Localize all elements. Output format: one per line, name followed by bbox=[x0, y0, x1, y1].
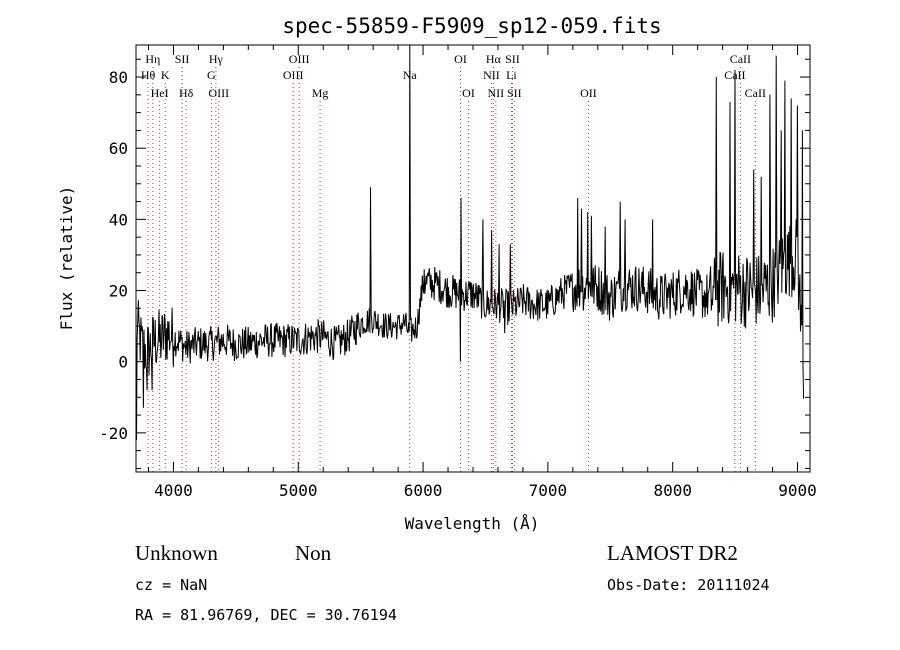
spectral-line-label: Hγ bbox=[209, 52, 224, 66]
spectral-line-label: CaII bbox=[730, 52, 751, 66]
spectral-line-label: Hα bbox=[486, 52, 502, 66]
x-axis-label: Wavelength (Å) bbox=[405, 514, 540, 533]
spectral-line-label: OI bbox=[454, 52, 467, 66]
spectral-line-label: OIII bbox=[208, 86, 229, 100]
spectral-line-label: G bbox=[207, 68, 216, 82]
spectral-line-label: NII bbox=[483, 68, 500, 82]
spectral-line-label: Mg bbox=[312, 86, 329, 100]
y-tick-label: 80 bbox=[109, 68, 128, 87]
spectral-line-label: CaII bbox=[745, 86, 766, 100]
x-tick-label: 9000 bbox=[778, 481, 817, 500]
spectral-line-label: OII bbox=[580, 86, 597, 100]
y-tick-label: 60 bbox=[109, 139, 128, 158]
spectral-line-label: OIII bbox=[283, 68, 304, 82]
redshift-cz: cz = NaN bbox=[135, 576, 207, 594]
object-subclass: Non bbox=[295, 541, 332, 565]
y-tick-label: 0 bbox=[118, 353, 128, 372]
y-axis: -20 0 20 40 60 80 bbox=[99, 58, 810, 469]
spectral-line-markers bbox=[147, 67, 756, 472]
x-tick-label: 6000 bbox=[404, 481, 443, 500]
spectral-line-label: HeI bbox=[151, 86, 169, 100]
spectral-line-label: Hθ bbox=[141, 68, 156, 82]
x-tick-label: 7000 bbox=[529, 481, 568, 500]
chart-title: spec-55859-F5909_sp12-059.fits bbox=[282, 14, 661, 38]
y-axis-label: Flux (relative) bbox=[57, 186, 76, 331]
x-axis: 4000 5000 6000 7000 8000 9000 bbox=[147, 45, 817, 500]
spectral-line-label: SII bbox=[175, 52, 190, 66]
spectral-line-label: Hδ bbox=[179, 86, 194, 100]
spectral-line-label: NII bbox=[488, 86, 505, 100]
x-tick-label: 8000 bbox=[653, 481, 692, 500]
plot-frame bbox=[135, 44, 811, 473]
y-tick-label: 20 bbox=[109, 282, 128, 301]
y-tick-label: 40 bbox=[109, 210, 128, 229]
spectral-line-label: K bbox=[161, 68, 170, 82]
coordinates: RA = 81.96769, DEC = 30.76194 bbox=[135, 606, 397, 624]
object-class: Unknown bbox=[135, 541, 218, 565]
spectral-line-label: Hη bbox=[145, 52, 160, 66]
spectral-line-label: OI bbox=[462, 86, 475, 100]
x-tick-label: 5000 bbox=[279, 481, 318, 500]
observation-date: Obs-Date: 20111024 bbox=[607, 576, 770, 594]
x-tick-label: 4000 bbox=[154, 481, 193, 500]
spectral-line-label: Li bbox=[506, 68, 517, 82]
spectral-line-label: SII bbox=[505, 52, 520, 66]
survey-name: LAMOST DR2 bbox=[607, 541, 738, 565]
spectral-line-label: SII bbox=[507, 86, 522, 100]
spectrum-line bbox=[136, 44, 805, 441]
y-tick-label: -20 bbox=[99, 424, 128, 443]
spectral-line-label: OIII bbox=[289, 52, 310, 66]
